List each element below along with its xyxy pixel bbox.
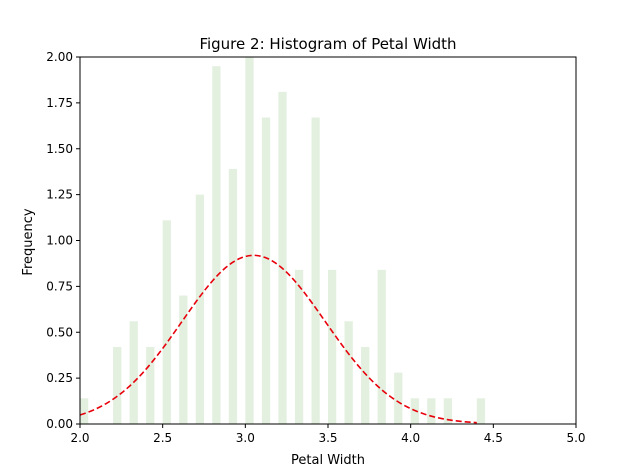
y-tick-label: 0.25 (46, 371, 73, 385)
y-tick-label: 0.50 (46, 325, 73, 339)
bars-layer (80, 57, 486, 425)
histogram-bar-17 (377, 269, 386, 424)
y-tick-label: 1.75 (46, 96, 73, 110)
histogram-bar-7 (212, 66, 221, 425)
histogram-bar-4 (162, 220, 171, 424)
y-tick-label: 1.00 (46, 234, 73, 248)
histogram-bar-8 (228, 168, 238, 424)
x-tick-label: 3.5 (318, 431, 337, 445)
x-axis-label: Petal Width (291, 453, 365, 468)
y-tick-label: 2.00 (46, 50, 73, 64)
histogram-bar-0 (80, 398, 89, 424)
histogram-bar-1 (113, 346, 122, 424)
histogram-bar-12 (294, 269, 304, 424)
x-tick-label: 4.0 (401, 431, 420, 445)
y-axis: 0.00 0.25 0.50 0.75 1.00 1.25 1.50 1.75 2.00 (46, 50, 80, 431)
fit-curve-line (79, 254, 477, 424)
histogram-bar-9 (245, 57, 254, 424)
histogram-bar-22 (476, 398, 486, 424)
histogram-bar-11 (278, 91, 287, 425)
fit-curve-layer (79, 254, 477, 424)
y-tick-label: 1.25 (46, 188, 73, 202)
histogram-bar-13 (311, 117, 320, 424)
y-tick-label: 0.75 (46, 279, 73, 293)
x-tick-label: 3.0 (236, 431, 255, 445)
histogram-bar-2 (129, 321, 138, 424)
x-tick-label: 4.5 (484, 431, 503, 445)
histogram-bar-18 (394, 372, 403, 424)
histogram-bar-16 (361, 346, 370, 424)
y-tick-label: 1.50 (46, 142, 73, 156)
y-tick-label: 0.00 (46, 417, 73, 431)
histogram-bar-21 (443, 398, 452, 424)
y-axis-label: Frequency (21, 208, 36, 275)
x-axis: 2.0 2.5 3.0 3.5 4.0 4.5 5.0 (70, 424, 586, 445)
histogram-bar-15 (344, 321, 353, 424)
histogram-bar-14 (328, 269, 337, 424)
histogram-bar-10 (261, 117, 271, 424)
histogram-bar-20 (427, 398, 436, 424)
chart-title: Figure 2: Histogram of Petal Width (199, 35, 456, 53)
x-tick-label: 2.0 (70, 431, 89, 445)
x-tick-label: 2.5 (153, 431, 172, 445)
histogram-bar-5 (179, 295, 188, 424)
histogram-bar-6 (195, 194, 204, 425)
x-tick-label: 5.0 (566, 431, 585, 445)
histogram-bar-3 (146, 346, 155, 424)
